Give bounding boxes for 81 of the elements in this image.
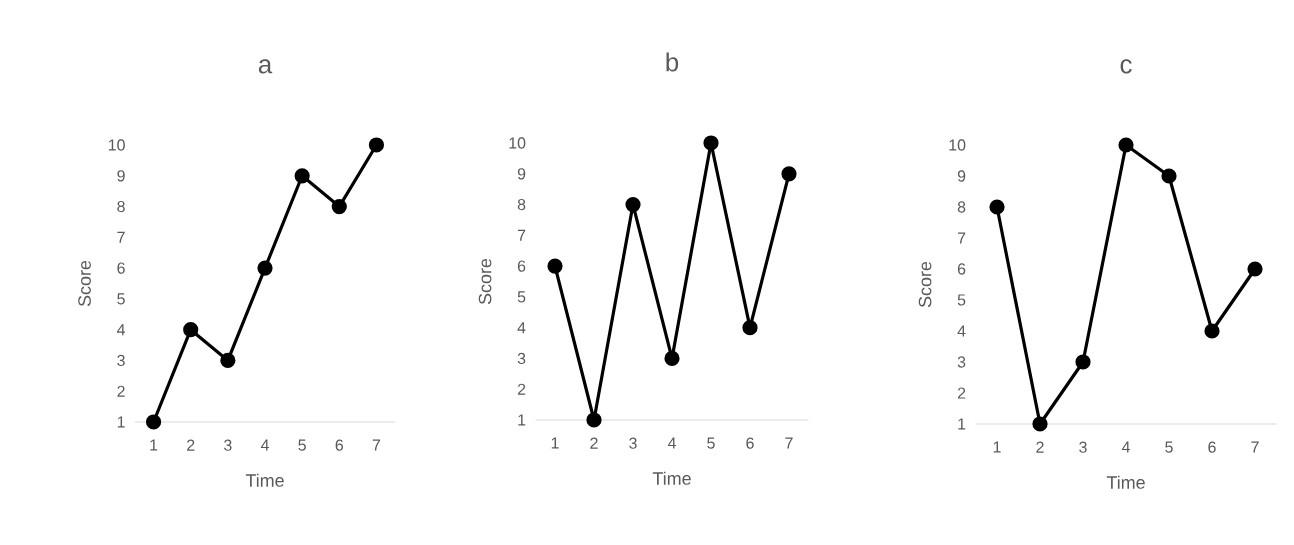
point: [1204, 323, 1220, 339]
x-axis-title: Time: [1106, 475, 1145, 489]
y-tick-label: 9: [117, 170, 125, 182]
x-axis-title: Time: [652, 471, 691, 485]
y-tick-label: 5: [517, 291, 526, 303]
point: [586, 412, 602, 428]
point: [1032, 416, 1048, 432]
y-tick-label: 8: [117, 200, 125, 213]
point: [331, 198, 347, 215]
x-tick-label: 3: [224, 439, 232, 451]
x-tick-label: 5: [298, 439, 306, 451]
point: [220, 352, 236, 369]
x-tick-label: 4: [667, 437, 676, 449]
x-tick-label: 5: [1165, 441, 1173, 453]
chart-title: a: [258, 59, 273, 74]
y-tick-label: 1: [518, 414, 526, 426]
y-tick-label: 2: [117, 385, 125, 397]
chart-title: c: [1120, 59, 1132, 74]
y-tick-label: 8: [517, 198, 526, 211]
point: [664, 350, 680, 367]
y-axis-title: Score: [78, 260, 91, 307]
y-tick-label: 7: [957, 232, 966, 244]
x-tick-label: 1: [993, 441, 1001, 453]
x-tick-label: 6: [1208, 441, 1216, 453]
point: [1247, 261, 1263, 277]
chart-title: b: [666, 52, 679, 72]
y-tick-label: 4: [116, 324, 126, 336]
point: [547, 258, 563, 274]
x-axis-title: Time: [245, 473, 284, 487]
x-tick-label: 7: [372, 439, 381, 451]
point: [368, 137, 385, 153]
point: [1161, 168, 1177, 184]
y-tick-label: 6: [957, 263, 966, 275]
point: [625, 196, 641, 213]
y-tick-label: 7: [517, 229, 526, 241]
y-tick-label: 1: [958, 418, 966, 430]
x-tick-label: 6: [335, 439, 344, 451]
y-tick-label: 3: [517, 352, 526, 365]
y-tick-label: 10: [509, 137, 526, 149]
x-tick-label: 7: [785, 437, 793, 449]
y-tick-label: 10: [108, 139, 125, 151]
y-axis-title: Score: [478, 258, 492, 305]
y-tick-label: 3: [117, 354, 125, 367]
x-tick-label: 5: [707, 437, 715, 449]
y-tick-label: 1: [117, 416, 125, 428]
y-tick-label: 4: [517, 322, 526, 334]
point: [1075, 354, 1091, 370]
y-tick-label: 10: [949, 139, 966, 151]
y-tick-label: 8: [957, 201, 966, 213]
x-tick-label: 2: [1036, 441, 1044, 453]
y-tick-label: 6: [117, 262, 125, 274]
point: [257, 260, 273, 276]
y-tick-label: 4: [957, 325, 966, 337]
point: [1118, 137, 1134, 153]
point: [183, 322, 199, 338]
point: [742, 320, 758, 336]
x-tick-label: 1: [551, 437, 559, 449]
x-tick-label: 6: [746, 437, 754, 449]
y-tick-label: 7: [117, 231, 125, 243]
point: [989, 199, 1005, 215]
y-tick-label: 9: [517, 168, 526, 180]
x-tick-label: 3: [629, 437, 637, 449]
y-tick-label: 5: [957, 294, 966, 306]
point: [703, 135, 719, 151]
y-tick-label: 9: [957, 170, 966, 182]
y-tick-label: 2: [957, 387, 966, 399]
x-tick-label: 4: [260, 439, 269, 451]
x-tick-label: 4: [1121, 441, 1130, 453]
x-tick-label: 7: [1251, 441, 1259, 453]
y-tick-label: 2: [517, 383, 526, 395]
y-axis-title: Score: [918, 261, 932, 308]
y-tick-label: 6: [517, 260, 526, 272]
y-tick-label: 5: [117, 293, 125, 305]
point: [294, 168, 310, 184]
point: [781, 166, 797, 182]
y-tick-label: 3: [957, 356, 966, 368]
x-tick-label: 1: [150, 439, 158, 451]
x-tick-label: 2: [187, 439, 195, 451]
x-tick-label: 3: [1079, 441, 1087, 453]
point: [145, 414, 162, 430]
x-tick-label: 2: [590, 437, 598, 449]
